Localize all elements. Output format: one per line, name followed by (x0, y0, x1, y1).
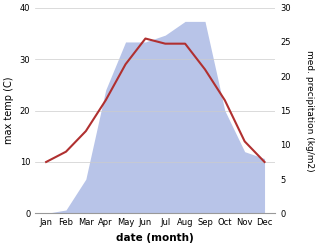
Y-axis label: max temp (C): max temp (C) (4, 77, 14, 144)
Y-axis label: med. precipitation (kg/m2): med. precipitation (kg/m2) (305, 50, 314, 171)
X-axis label: date (month): date (month) (116, 233, 194, 243)
